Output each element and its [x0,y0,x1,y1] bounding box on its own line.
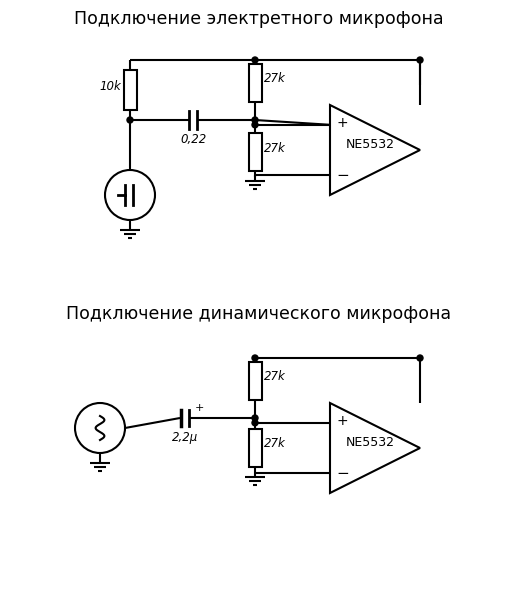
Circle shape [417,57,423,63]
Text: Подключение электретного микрофона: Подключение электретного микрофона [74,10,444,28]
Text: 10k: 10k [99,79,121,92]
Circle shape [252,415,258,421]
Text: 27k: 27k [264,370,286,383]
Text: 27k: 27k [264,437,286,450]
Text: −: − [336,466,349,481]
Text: +: + [336,116,348,130]
Bar [249,64,262,102]
Text: +: + [336,414,348,428]
Circle shape [127,117,133,123]
Circle shape [417,355,423,361]
Text: NE5532: NE5532 [346,139,395,151]
Bar [249,133,262,171]
Circle shape [252,122,258,128]
Bar [249,428,262,467]
Circle shape [252,57,258,63]
Text: 2,2μ: 2,2μ [172,431,198,444]
Text: 0,22: 0,22 [180,133,207,146]
Text: +: + [195,403,205,413]
Circle shape [252,420,258,426]
Bar [249,362,262,400]
Text: 27k: 27k [264,73,286,85]
Text: Подключение динамического микрофона: Подключение динамического микрофона [66,305,452,323]
Text: −: − [336,167,349,182]
Bar [123,70,137,110]
Text: 27k: 27k [264,142,286,154]
Circle shape [252,355,258,361]
Text: NE5532: NE5532 [346,437,395,449]
Circle shape [252,117,258,123]
